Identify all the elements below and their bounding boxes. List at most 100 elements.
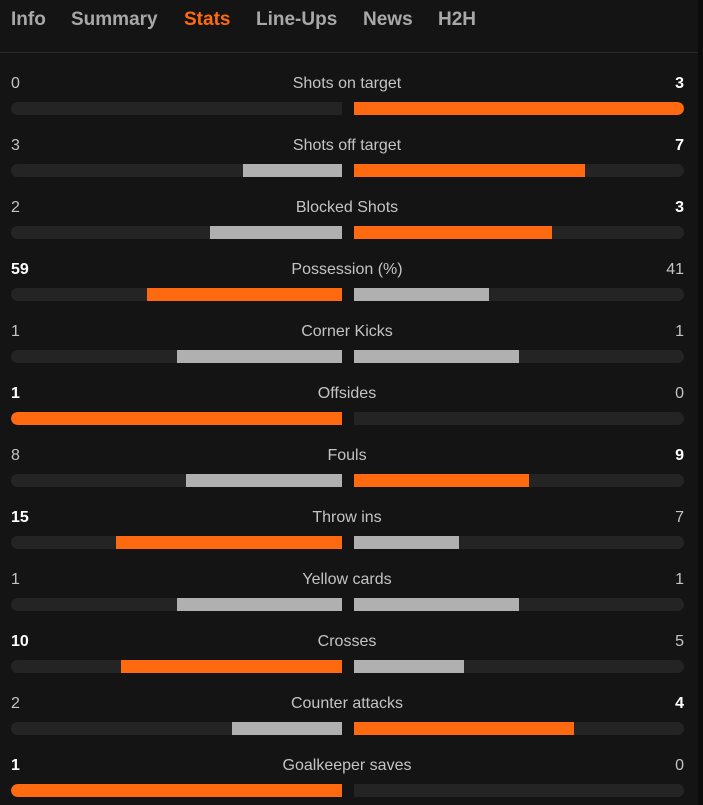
away-bar-fill bbox=[354, 350, 519, 363]
stat-label: Fouls bbox=[327, 447, 367, 464]
home-value: 59 bbox=[11, 261, 29, 278]
away-value: 7 bbox=[675, 509, 684, 526]
away-value: 7 bbox=[675, 137, 684, 154]
away-bar-track bbox=[354, 102, 684, 115]
home-bar-track bbox=[11, 226, 342, 239]
tab-summary[interactable]: Summary bbox=[71, 9, 158, 30]
home-bar-fill bbox=[186, 474, 342, 487]
stat-label: Shots off target bbox=[292, 137, 402, 154]
tab-stats[interactable]: Stats bbox=[184, 9, 231, 30]
away-bar-track bbox=[354, 536, 684, 549]
stat-row-corner-kicks: 1 Corner Kicks 1 bbox=[0, 301, 698, 363]
away-bar-fill bbox=[354, 288, 490, 301]
stat-row-blocked-shots: 2 Blocked Shots 3 bbox=[0, 177, 698, 239]
away-bar-fill bbox=[354, 474, 529, 487]
stat-row-yellow-cards: 1 Yellow cards 1 bbox=[0, 549, 698, 611]
stat-label: Corner Kicks bbox=[301, 323, 393, 340]
home-bar-track bbox=[11, 102, 342, 115]
away-value: 1 bbox=[675, 571, 684, 588]
away-bar-track bbox=[354, 412, 684, 425]
home-bar-track bbox=[11, 288, 342, 301]
away-bar-track bbox=[354, 784, 684, 797]
away-bar-fill bbox=[354, 660, 464, 673]
home-value: 0 bbox=[11, 75, 20, 92]
away-bar-fill bbox=[354, 536, 459, 549]
stat-row-offsides: 1 Offsides 0 bbox=[0, 363, 698, 425]
stat-label: Counter attacks bbox=[290, 695, 404, 712]
tab-line-ups[interactable]: Line-Ups bbox=[256, 9, 338, 30]
stat-row-shots-on-target: 0 Shots on target 3 bbox=[0, 53, 698, 115]
home-value: 8 bbox=[11, 447, 20, 464]
home-value: 1 bbox=[11, 323, 20, 340]
away-value: 0 bbox=[675, 385, 684, 402]
away-bar-track bbox=[354, 350, 684, 363]
away-bar-track bbox=[354, 226, 684, 239]
stat-label: Yellow cards bbox=[302, 571, 392, 588]
tab-h2h[interactable]: H2H bbox=[438, 9, 477, 30]
stat-label: Blocked Shots bbox=[295, 199, 399, 216]
away-value: 1 bbox=[675, 323, 684, 340]
away-bar-track bbox=[354, 288, 684, 301]
home-bar-track bbox=[11, 784, 342, 797]
home-bar-track bbox=[11, 412, 342, 425]
away-value: 4 bbox=[675, 695, 684, 712]
home-bar-fill bbox=[11, 412, 342, 425]
away-value: 3 bbox=[675, 199, 684, 216]
stat-row-possession: 59 Possession (%) 41 bbox=[0, 239, 698, 301]
tab-bar: Info Summary Stats Line-Ups News H2H bbox=[0, 0, 698, 53]
away-bar-track bbox=[354, 474, 684, 487]
away-value: 0 bbox=[675, 757, 684, 774]
home-bar-fill bbox=[209, 226, 342, 239]
away-value: 5 bbox=[675, 633, 684, 650]
home-bar-fill bbox=[11, 784, 342, 797]
home-bar-track bbox=[11, 722, 342, 735]
home-bar-track bbox=[11, 350, 342, 363]
stat-row-goalkeeper-saves: 1 Goalkeeper saves 0 bbox=[0, 735, 698, 797]
away-bar-track bbox=[354, 722, 684, 735]
scrollbar-track[interactable] bbox=[698, 0, 703, 805]
stat-label: Possession (%) bbox=[291, 261, 403, 278]
home-bar-track bbox=[11, 598, 342, 611]
stat-label: Goalkeeper saves bbox=[282, 757, 412, 774]
away-value: 9 bbox=[675, 447, 684, 464]
away-bar-fill bbox=[354, 164, 585, 177]
home-value: 2 bbox=[11, 199, 20, 216]
home-value: 1 bbox=[11, 757, 20, 774]
away-bar-fill bbox=[354, 226, 552, 239]
home-value: 10 bbox=[11, 633, 29, 650]
stat-row-throw-ins: 15 Throw ins 7 bbox=[0, 487, 698, 549]
home-value: 3 bbox=[11, 137, 20, 154]
home-bar-track bbox=[11, 536, 342, 549]
home-value: 2 bbox=[11, 695, 20, 712]
home-bar-track bbox=[11, 660, 342, 673]
away-value: 41 bbox=[666, 261, 684, 278]
home-bar-track bbox=[11, 164, 342, 177]
home-value: 1 bbox=[11, 571, 20, 588]
stat-label: Crosses bbox=[317, 633, 377, 650]
away-bar-track bbox=[354, 598, 684, 611]
home-bar-track bbox=[11, 474, 342, 487]
away-bar-track bbox=[354, 164, 684, 177]
stat-label: Throw ins bbox=[312, 509, 382, 526]
stat-row-shots-off-target: 3 Shots off target 7 bbox=[0, 115, 698, 177]
home-bar-fill bbox=[146, 288, 342, 301]
home-bar-fill bbox=[231, 722, 342, 735]
home-bar-fill bbox=[176, 598, 342, 611]
away-bar-track bbox=[354, 660, 684, 673]
away-bar-fill bbox=[354, 102, 684, 115]
home-value: 1 bbox=[11, 385, 20, 402]
away-bar-fill bbox=[354, 722, 574, 735]
stat-row-fouls: 8 Fouls 9 bbox=[0, 425, 698, 487]
stat-label: Offsides bbox=[317, 385, 377, 402]
tab-info[interactable]: Info bbox=[11, 9, 46, 30]
home-bar-fill bbox=[242, 164, 342, 177]
home-bar-fill bbox=[176, 350, 342, 363]
home-bar-fill bbox=[116, 536, 342, 549]
away-value: 3 bbox=[675, 75, 684, 92]
home-value: 15 bbox=[11, 509, 29, 526]
stat-row-crosses: 10 Crosses 5 bbox=[0, 611, 698, 673]
stat-row-counter-attacks: 2 Counter attacks 4 bbox=[0, 673, 698, 735]
away-bar-fill bbox=[354, 598, 519, 611]
stat-label: Shots on target bbox=[292, 75, 402, 92]
tab-news[interactable]: News bbox=[363, 9, 413, 30]
